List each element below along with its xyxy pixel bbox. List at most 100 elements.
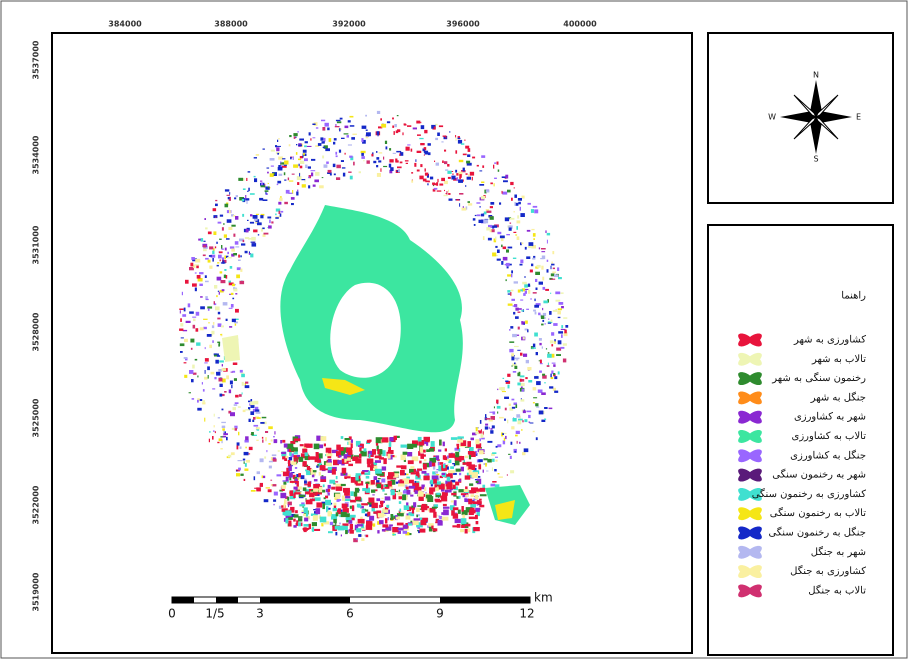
patch [521,429,522,431]
patch [520,289,523,291]
patch [514,363,516,365]
patch [279,174,283,176]
patch [354,492,357,497]
patch [407,452,412,456]
patch [366,484,368,489]
patch [184,357,187,359]
patch [216,295,218,297]
patch [245,440,249,443]
patch [180,323,183,326]
patch [382,524,388,527]
patch [403,490,407,493]
patch [518,202,521,205]
patch [367,160,370,163]
patch [331,487,335,490]
patch [518,312,521,313]
patch [525,321,528,324]
patch [442,161,444,164]
patch [208,308,210,311]
patch [299,457,304,462]
patch [550,340,554,343]
patch [524,448,529,452]
patch [385,518,387,523]
patch [468,148,471,152]
patch [335,152,337,155]
patch [220,394,223,397]
patch [497,250,500,254]
patch [338,447,343,451]
patch [191,348,193,350]
patch [211,331,214,335]
patch [534,376,539,379]
patch [406,487,409,490]
patch [521,399,525,401]
patch [219,239,222,240]
patch [241,374,245,377]
patch [378,513,384,517]
patch [399,501,401,504]
patch [564,330,567,334]
patch [345,477,347,479]
patch [220,271,223,273]
patch [240,370,243,373]
patch [520,260,523,264]
patch [209,266,212,269]
patch [254,425,259,427]
patch [297,481,299,487]
patch [472,177,473,181]
patch [240,255,242,257]
patch [381,498,383,499]
patch [257,417,261,419]
patch [386,484,388,486]
patch [397,523,404,526]
patch [224,269,226,271]
patch [245,195,246,199]
patch [293,519,296,522]
patch [389,148,391,151]
patch [275,214,276,216]
patch [316,508,321,514]
patch [497,444,501,447]
patch [491,484,496,487]
patch [418,491,424,496]
patch [297,182,299,185]
patch [275,145,277,147]
compass-west: W [768,113,776,122]
patch [553,310,558,312]
patch [553,268,555,270]
patch [314,479,318,481]
patch [195,272,197,273]
patch [497,406,501,409]
patch [250,222,254,224]
patch [235,395,239,398]
patch [387,121,390,123]
patch [388,447,391,451]
patch [284,172,286,175]
patch [339,455,342,457]
patch [350,176,353,180]
patch [459,193,463,195]
patch [552,272,556,274]
patch [536,381,541,385]
patch [398,483,405,486]
patch [513,418,517,422]
patch [335,494,340,499]
patch [517,383,520,386]
patch [288,517,293,520]
patch [389,164,391,168]
patch [470,504,476,508]
patch [231,293,234,295]
patch [460,529,464,532]
patch [473,218,476,220]
patch [235,293,237,294]
patch [467,177,471,180]
patch [407,144,410,145]
patch [453,507,459,510]
patch [499,387,502,390]
patch [324,444,326,447]
patch [293,525,296,528]
patch [542,308,543,310]
patch [220,334,222,335]
patch [541,251,545,252]
patch [366,476,370,479]
